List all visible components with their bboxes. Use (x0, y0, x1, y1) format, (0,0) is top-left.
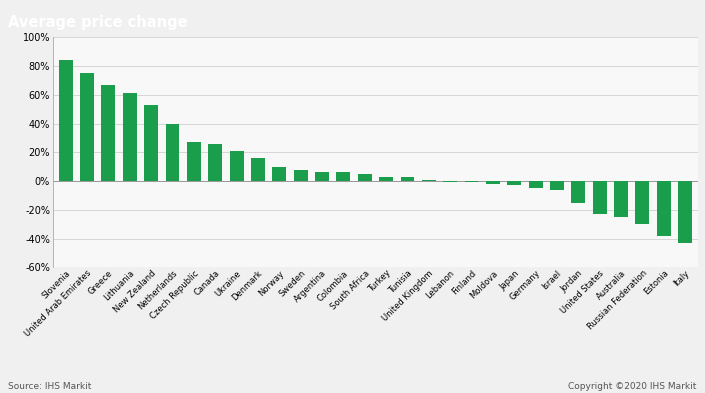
Bar (102, 85, 116, 181)
Bar (294, 169, 307, 181)
Bar (379, 177, 393, 181)
Bar (251, 158, 265, 181)
Bar (486, 181, 500, 184)
Bar (272, 167, 286, 181)
Bar (443, 181, 457, 182)
Bar (208, 144, 222, 181)
Bar (422, 180, 436, 181)
Bar (678, 181, 692, 243)
Bar (145, 105, 158, 181)
Bar (400, 177, 415, 181)
Bar (166, 123, 180, 181)
Bar (593, 181, 606, 214)
Bar (657, 181, 670, 236)
Bar (550, 181, 564, 190)
Text: Source: IHS Markit: Source: IHS Markit (8, 382, 92, 391)
Bar (230, 151, 243, 181)
Bar (635, 181, 649, 224)
Bar (465, 181, 479, 182)
Bar (187, 142, 201, 181)
Bar (315, 173, 329, 181)
Bar (571, 181, 585, 202)
Bar (614, 181, 628, 217)
Text: Copyright ©2020 IHS Markit: Copyright ©2020 IHS Markit (568, 382, 697, 391)
Bar (123, 94, 137, 181)
Bar (529, 181, 543, 188)
Bar (508, 181, 521, 185)
Bar (336, 173, 350, 181)
Bar (358, 174, 372, 181)
Bar (80, 73, 94, 181)
Text: Average price change: Average price change (8, 15, 188, 30)
Bar (59, 60, 73, 181)
